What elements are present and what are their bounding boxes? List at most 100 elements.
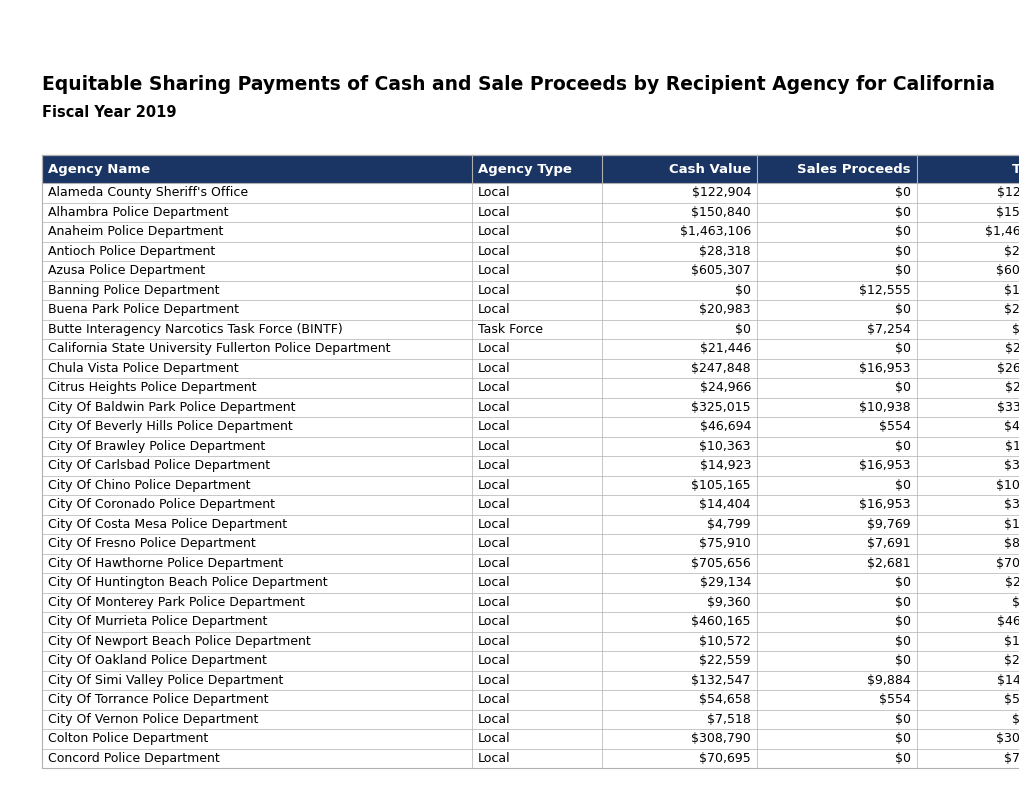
Text: Agency Name: Agency Name [48,162,150,176]
Text: City Of Oakland Police Department: City Of Oakland Police Department [48,654,267,667]
Text: Local: Local [478,635,511,648]
Text: $29,134: $29,134 [699,576,750,589]
Text: Local: Local [478,459,511,472]
Text: $9,769: $9,769 [866,518,910,531]
Text: Local: Local [478,479,511,492]
Text: $605,307: $605,307 [691,264,750,277]
Text: Totals: Totals [1011,162,1019,176]
Text: $0: $0 [894,245,910,258]
Text: $554: $554 [878,420,910,433]
Text: $28,318: $28,318 [699,245,750,258]
Bar [42,729,1019,749]
Bar [42,378,1019,397]
Text: Local: Local [478,440,511,453]
Text: $21,446: $21,446 [699,342,750,355]
Text: $0: $0 [894,576,910,589]
Text: City Of Monterey Park Police Department: City Of Monterey Park Police Department [48,596,305,609]
Text: $70,695: $70,695 [699,752,750,764]
Text: $24,966: $24,966 [699,381,750,394]
Bar [42,534,1019,553]
Text: Cash Value: Cash Value [668,162,750,176]
Bar [42,155,1019,183]
Text: $0: $0 [735,284,750,297]
Text: $0: $0 [894,186,910,199]
Text: $308,790: $308,790 [996,732,1019,745]
Bar [42,300,1019,319]
Text: Alameda County Sheriff's Office: Alameda County Sheriff's Office [48,186,248,199]
Text: $21,446: $21,446 [1004,342,1019,355]
Text: $460,165: $460,165 [691,615,750,628]
Bar [42,553,1019,573]
Text: $105,165: $105,165 [996,479,1019,492]
Text: Local: Local [478,732,511,745]
Text: $2,681: $2,681 [866,557,910,570]
Text: Local: Local [478,674,511,687]
Text: $0: $0 [894,225,910,238]
Text: $31,876: $31,876 [1004,459,1019,472]
Text: $150,840: $150,840 [691,206,750,219]
Text: Local: Local [478,342,511,355]
Text: $10,363: $10,363 [699,440,750,453]
Text: $75,910: $75,910 [699,537,750,550]
Text: Local: Local [478,557,511,570]
Text: $83,601: $83,601 [1004,537,1019,550]
Text: $4,799: $4,799 [707,518,750,531]
Text: Local: Local [478,381,511,394]
Text: $122,904: $122,904 [691,186,750,199]
Text: $9,360: $9,360 [1012,596,1019,609]
Text: $247,848: $247,848 [691,362,750,375]
Text: City Of Coronado Police Department: City Of Coronado Police Department [48,498,275,511]
Text: $0: $0 [894,440,910,453]
Text: Butte Interagency Narcotics Task Force (BINTF): Butte Interagency Narcotics Task Force (… [48,323,342,336]
Text: Local: Local [478,713,511,726]
Text: Local: Local [478,186,511,199]
Text: $335,953: $335,953 [996,401,1019,414]
Text: Local: Local [478,264,511,277]
Text: $70,695: $70,695 [1004,752,1019,764]
Bar [42,631,1019,651]
Text: Agency Type: Agency Type [478,162,572,176]
Bar [42,515,1019,534]
Bar [42,651,1019,671]
Text: $16,953: $16,953 [859,362,910,375]
Bar [42,183,1019,203]
Bar [42,155,1019,183]
Text: $14,404: $14,404 [699,498,750,511]
Text: $122,904: $122,904 [996,186,1019,199]
Text: Local: Local [478,537,511,550]
Text: $10,572: $10,572 [699,635,750,648]
Text: Local: Local [478,518,511,531]
Text: Local: Local [478,576,511,589]
Text: Colton Police Department: Colton Police Department [48,732,208,745]
Text: $0: $0 [894,596,910,609]
Bar [42,495,1019,515]
Text: Fiscal Year 2019: Fiscal Year 2019 [42,105,176,120]
Text: $0: $0 [894,479,910,492]
Bar [42,241,1019,261]
Text: City Of Beverly Hills Police Department: City Of Beverly Hills Police Department [48,420,292,433]
Text: $16,953: $16,953 [859,459,910,472]
Text: $1,463,106: $1,463,106 [679,225,750,238]
Text: Task Force: Task Force [478,323,542,336]
Bar [42,397,1019,417]
Text: Local: Local [478,206,511,219]
Text: City Of Hawthorne Police Department: City Of Hawthorne Police Department [48,557,283,570]
Bar [42,671,1019,690]
Bar [42,222,1019,241]
Text: Sales Proceeds: Sales Proceeds [797,162,910,176]
Text: City Of Brawley Police Department: City Of Brawley Police Department [48,440,265,453]
Text: $0: $0 [894,303,910,316]
Text: $325,015: $325,015 [691,401,750,414]
Text: $0: $0 [894,264,910,277]
Text: Local: Local [478,284,511,297]
Bar [42,593,1019,612]
Text: Local: Local [478,225,511,238]
Text: $55,212: $55,212 [1004,693,1019,706]
Text: $7,691: $7,691 [866,537,910,550]
Text: $20,983: $20,983 [699,303,750,316]
Text: Antioch Police Department: Antioch Police Department [48,245,215,258]
Text: $16,953: $16,953 [859,498,910,511]
Text: Local: Local [478,362,511,375]
Text: $24,966: $24,966 [1004,381,1019,394]
Text: $0: $0 [894,713,910,726]
